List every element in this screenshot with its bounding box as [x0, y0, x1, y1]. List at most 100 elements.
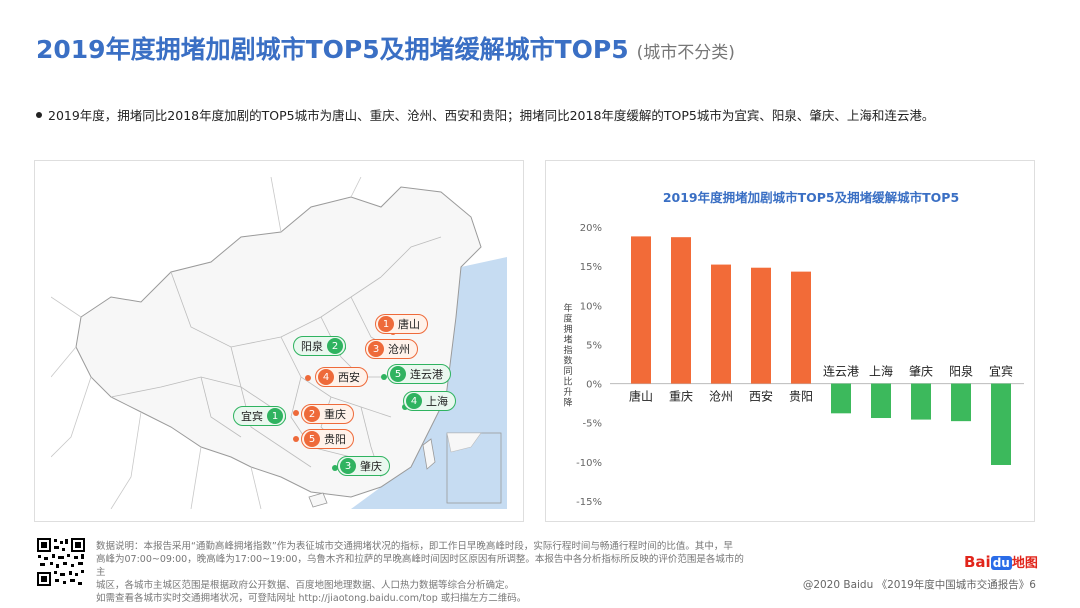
map-point-chongqing — [293, 410, 299, 416]
marker-city: 肇庆 — [360, 460, 382, 473]
y-axis-label-char: 升 — [563, 387, 572, 398]
map-marker-shanghai[interactable]: 4 上海 — [403, 391, 456, 411]
bar-重庆[interactable] — [671, 237, 691, 384]
marker-rank: 1 — [267, 408, 283, 424]
y-axis-label-char: 拥 — [563, 323, 572, 335]
y-axis-label-char: 降 — [563, 397, 572, 409]
map-point-lianyungang — [381, 374, 387, 380]
data-note-line: 数据说明：本报告采用“通勤高峰拥堵指数”作为表征城市交通拥堵状况的指标，即工作日… — [96, 541, 733, 552]
y-axis-label-char: 年 — [563, 302, 572, 314]
marker-rank: 4 — [406, 393, 422, 409]
map-marker-chongqing[interactable]: 2 重庆 — [301, 404, 354, 424]
y-axis-label-char: 堵 — [563, 334, 572, 346]
marker-rank: 1 — [378, 316, 394, 332]
chart-title: 2019年度拥堵加剧城市TOP5及拥堵缓解城市TOP5 — [663, 190, 959, 205]
marker-rank: 4 — [318, 369, 334, 385]
map-marker-zhaoqing[interactable]: 3 肇庆 — [337, 456, 390, 476]
page-title-sub: (城市不分类) — [636, 43, 735, 63]
hainan-island — [308, 492, 328, 508]
map-marker-tangshan[interactable]: 1 唐山 — [375, 314, 428, 334]
map-point-guiyang — [293, 436, 299, 442]
china-map — [51, 177, 507, 509]
map-marker-yangquan[interactable]: 阳泉 2 — [293, 336, 346, 356]
chart-panel: 2019年度拥堵加剧城市TOP5及拥堵缓解城市TOP5 年度拥堵指数同比升降 2… — [545, 160, 1035, 522]
marker-city: 贵阳 — [324, 433, 346, 446]
y-axis-label-char: 指 — [563, 344, 572, 356]
bar-阳泉[interactable] — [951, 383, 971, 422]
page-title-main: 2019年度拥堵加剧城市TOP5及拥堵缓解城市TOP5 — [36, 35, 629, 64]
y-tick-label: 5% — [586, 340, 602, 351]
map-point-zhaoqing — [332, 465, 338, 471]
bars — [631, 236, 1011, 465]
qr-code-icon[interactable] — [36, 537, 86, 587]
map-panel: 1 唐山 2 重庆 3 沧州 4 西安 5 贵阳 宜宾 1 阳泉 2 3 肇庆 4 上海 5 连云港 — [34, 160, 524, 522]
category-label: 宜宾 — [989, 364, 1013, 379]
marker-city: 沧州 — [388, 343, 410, 356]
y-tick-label: -15% — [576, 497, 602, 508]
category-label: 上海 — [869, 364, 893, 379]
marker-city: 重庆 — [324, 408, 346, 421]
bar-沧州[interactable] — [711, 264, 731, 384]
category-label: 贵阳 — [789, 390, 813, 404]
marker-rank: 2 — [327, 338, 343, 354]
south-sea-inset-land — [446, 432, 482, 453]
category-label: 肇庆 — [909, 364, 933, 379]
china-territory — [75, 186, 482, 498]
map-point-xian — [305, 375, 311, 381]
data-note-line: 高峰为07:00~09:00，晚高峰为17:00~19:00，乌鲁木齐和拉萨的早… — [96, 554, 744, 578]
marker-city: 宜宾 — [241, 410, 263, 423]
category-label: 阳泉 — [949, 365, 973, 379]
page-title: 2019年度拥堵加剧城市TOP5及拥堵缓解城市TOP5 (城市不分类) — [36, 30, 735, 66]
category-label: 连云港 — [823, 364, 859, 379]
y-tick-label: 20% — [580, 223, 602, 234]
map-marker-xian[interactable]: 4 西安 — [315, 367, 368, 387]
marker-city: 西安 — [338, 371, 360, 384]
category-label: 唐山 — [629, 389, 653, 404]
category-label: 西安 — [749, 389, 773, 404]
y-ticks: 20% 15% 10% 5% 0% -5% -10% -15% — [576, 223, 602, 508]
bar-唐山[interactable] — [631, 236, 651, 384]
logo-bai: Bai — [964, 553, 991, 571]
marker-rank: 3 — [340, 458, 356, 474]
bar-西安[interactable] — [751, 267, 771, 384]
bar-上海[interactable] — [871, 383, 891, 419]
y-axis-label-char: 同 — [563, 366, 572, 377]
bar-肇庆[interactable] — [911, 383, 931, 420]
category-label: 重庆 — [669, 390, 693, 404]
marker-city: 连云港 — [410, 368, 443, 381]
marker-city: 阳泉 — [301, 340, 323, 353]
y-axis-label-char: 比 — [563, 376, 572, 388]
bullet-dot-icon — [36, 112, 42, 118]
y-tick-label: 10% — [580, 301, 602, 312]
y-axis-label-char: 数 — [563, 355, 572, 367]
map-marker-cangzhou[interactable]: 3 沧州 — [365, 339, 418, 359]
map-marker-yibin[interactable]: 宜宾 1 — [233, 406, 286, 426]
marker-rank: 2 — [304, 406, 320, 422]
logo-map: 地图 — [1011, 556, 1038, 571]
marker-rank: 5 — [390, 366, 406, 382]
bar-连云港[interactable] — [831, 383, 851, 414]
marker-city: 唐山 — [398, 318, 420, 331]
y-tick-label: -5% — [583, 419, 602, 430]
map-marker-guiyang[interactable]: 5 贵阳 — [301, 429, 354, 449]
summary-text: 2019年度，拥堵同比2018年度加剧的TOP5城市为唐山、重庆、沧州、西安和贵… — [48, 108, 935, 123]
logo-du: du — [990, 556, 1012, 570]
copyright-text: @2020 Baidu 《2019年度中国城市交通报告》6 — [802, 579, 1036, 591]
neighbor-borders — [51, 177, 362, 509]
y-tick-label: 0% — [586, 380, 602, 391]
category-label: 沧州 — [709, 389, 733, 404]
marker-rank: 5 — [304, 431, 320, 447]
bar-贵阳[interactable] — [791, 271, 811, 384]
map-marker-lianyungang[interactable]: 5 连云港 — [387, 364, 451, 384]
y-axis-label-char: 度 — [563, 313, 572, 325]
taiwan-island — [422, 438, 436, 470]
data-note-link-line[interactable]: 如需查看各城市实时交通拥堵状况，可登陆网址 http://jiaotong.ba… — [96, 593, 527, 604]
marker-city: 上海 — [426, 395, 448, 408]
marker-rank: 3 — [368, 341, 384, 357]
bar-宜宾[interactable] — [991, 383, 1011, 465]
data-note: 数据说明：本报告采用“通勤高峰拥堵指数”作为表征城市交通拥堵状况的指标，即工作日… — [96, 540, 746, 605]
baidu-map-logo: Bai du 地图 — [964, 552, 1038, 571]
